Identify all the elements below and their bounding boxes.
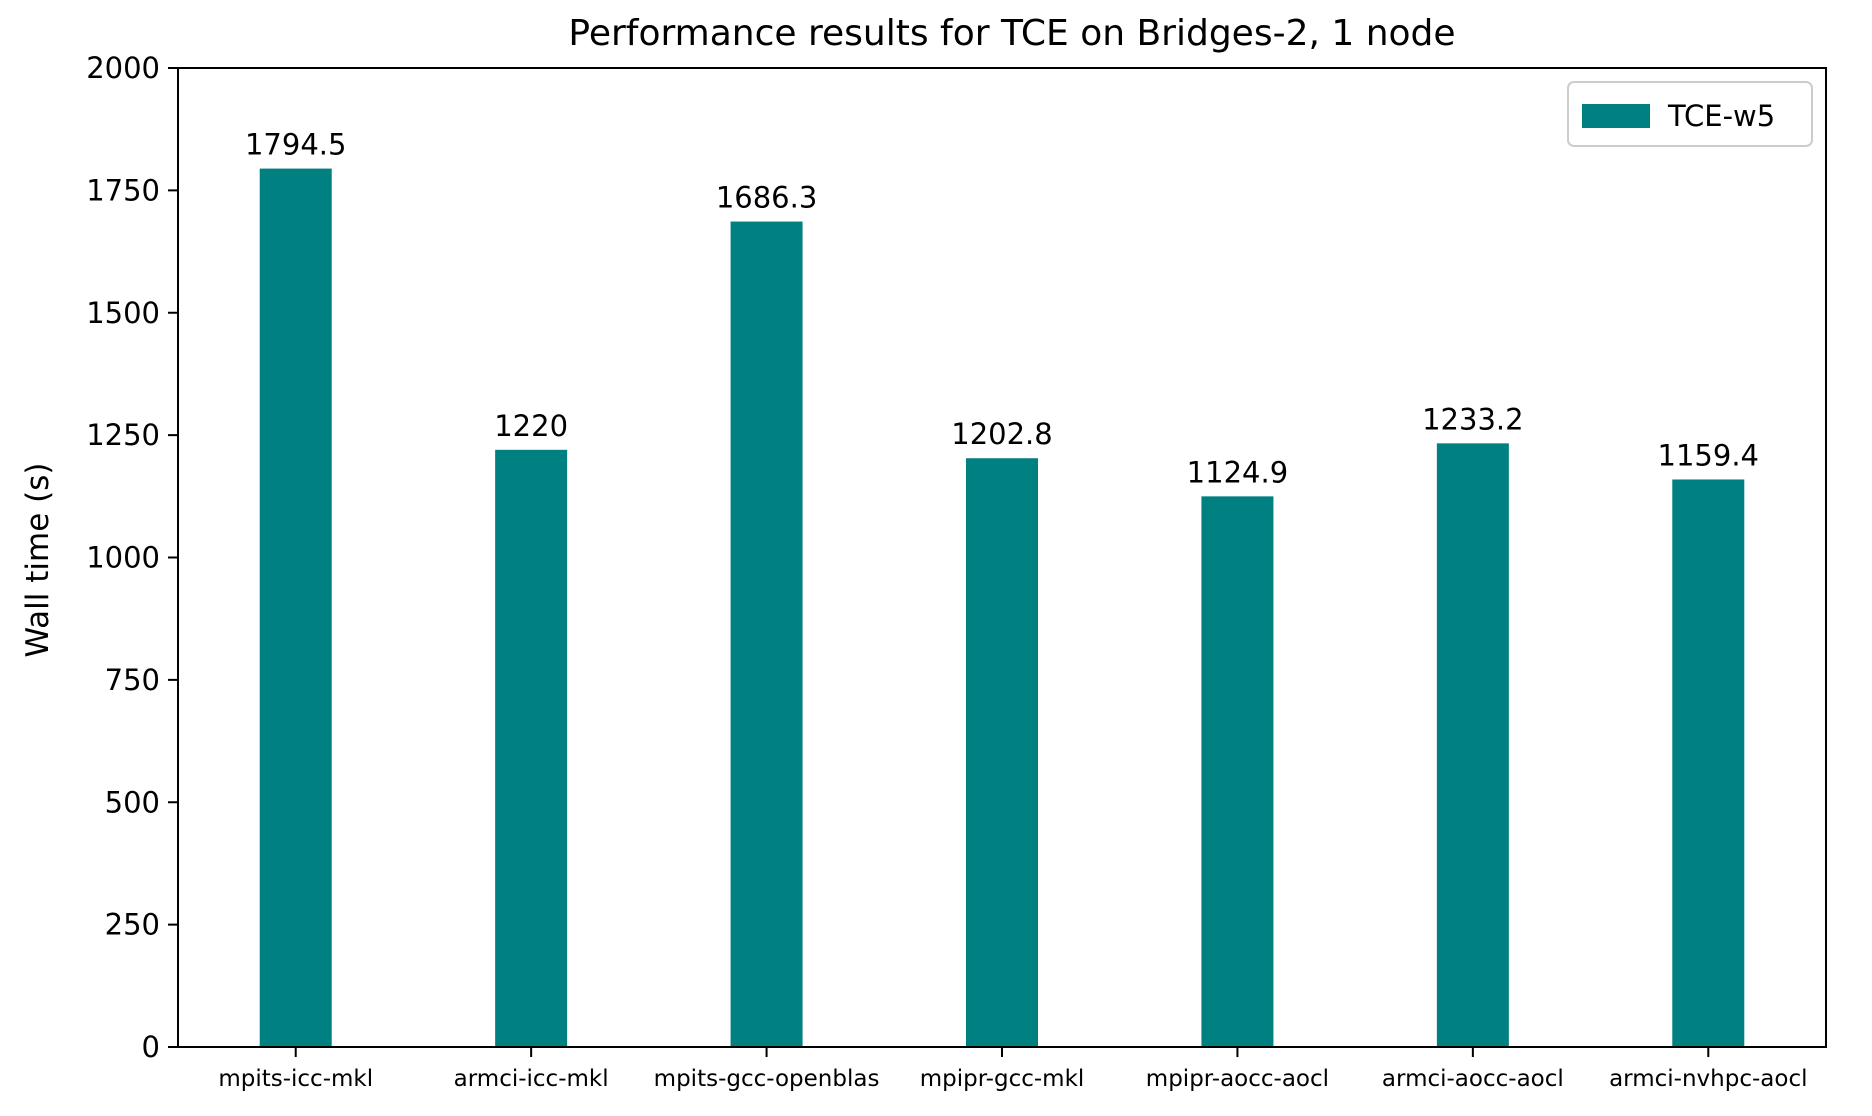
bar-value-label: 1202.8 xyxy=(951,417,1052,451)
bar[interactable] xyxy=(1672,479,1745,1047)
bar-value-label: 1233.2 xyxy=(1422,402,1523,436)
x-tick-label: mpipr-gcc-mkl xyxy=(920,1066,1085,1092)
y-tick-label: 2000 xyxy=(86,51,160,85)
axes-frame xyxy=(177,67,1827,1048)
plot-area: 0 250 500 750 1000 1250 1500 1750 2000 1794.5 mpit… xyxy=(86,51,1827,1092)
y-tick-label: 1250 xyxy=(86,418,160,452)
x-tick-label: armci-nvhpc-aocl xyxy=(1609,1066,1807,1092)
bar[interactable] xyxy=(495,449,568,1047)
y-tick-label: 1500 xyxy=(86,296,160,330)
x-tick-label: mpipr-aocc-aocl xyxy=(1146,1066,1329,1092)
bar-value-label: 1794.5 xyxy=(245,128,346,162)
x-tick-label: armci-aocc-aocl xyxy=(1382,1066,1564,1092)
y-tick-label: 1750 xyxy=(86,173,160,207)
bar-value-label: 1686.3 xyxy=(716,181,817,215)
x-tick-label: armci-icc-mkl xyxy=(454,1066,609,1092)
legend-box xyxy=(1567,81,1813,147)
legend-swatch xyxy=(1582,104,1650,128)
y-tick-label: 0 xyxy=(142,1030,160,1064)
bar-value-label: 1124.9 xyxy=(1187,455,1288,489)
x-tick-label: mpits-icc-mkl xyxy=(218,1066,373,1092)
bar[interactable] xyxy=(730,221,803,1047)
bar-value-label: 1159.4 xyxy=(1658,438,1759,472)
bar-value-label: 1220 xyxy=(494,409,568,443)
y-tick-label: 500 xyxy=(105,785,160,819)
legend-label: TCE-w5 xyxy=(1667,99,1775,133)
y-tick-label: 750 xyxy=(105,663,160,697)
bar[interactable] xyxy=(259,168,332,1047)
x-tick-label: mpits-gcc-openblas xyxy=(654,1066,880,1092)
y-axis-label: Wall time (s) xyxy=(20,463,56,658)
legend: TCE-w5 xyxy=(1567,81,1813,147)
bar[interactable] xyxy=(1436,443,1509,1047)
y-tick-label: 1000 xyxy=(86,541,160,575)
bar[interactable] xyxy=(966,458,1038,1048)
bar[interactable] xyxy=(1201,496,1274,1047)
chart-title: Performance results for TCE on Bridges-2… xyxy=(568,13,1455,54)
y-tick-label: 250 xyxy=(105,908,160,942)
